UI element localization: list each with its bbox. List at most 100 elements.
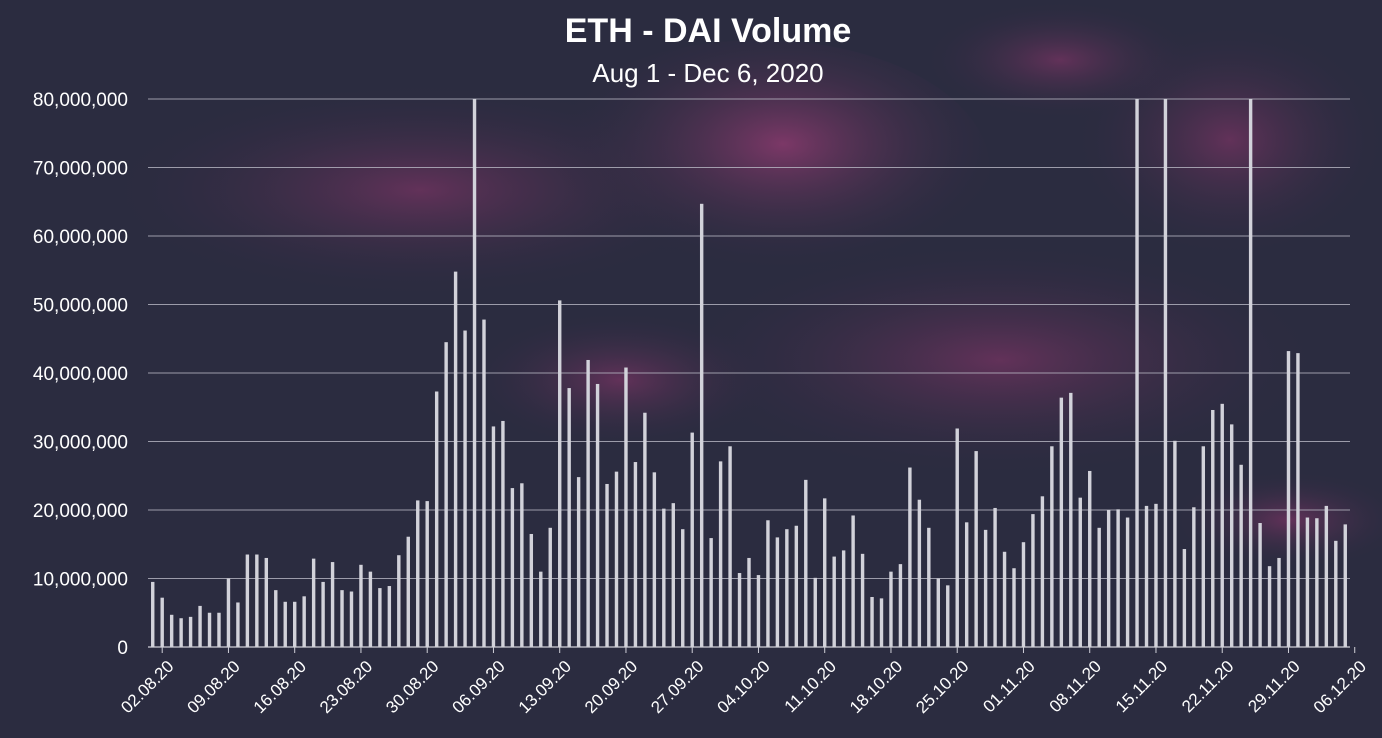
- bar: [841, 550, 846, 647]
- bar: [1296, 353, 1300, 647]
- bar: [747, 557, 751, 647]
- x-tick-label: 25.10.20: [912, 657, 972, 717]
- bar: [1088, 470, 1092, 647]
- bar: [539, 571, 543, 647]
- bar: [226, 578, 231, 647]
- bar: [1002, 551, 1007, 647]
- bar: [1097, 527, 1101, 647]
- bar: [983, 529, 988, 647]
- bar: [1229, 424, 1234, 648]
- y-tick-label: 10,000,000: [33, 570, 128, 591]
- bar: [311, 558, 316, 647]
- bar: [652, 472, 657, 647]
- bar: [737, 573, 742, 647]
- bar: [529, 533, 534, 647]
- y-axis-ticks: 0 10,000,000 20,000,000 30,000,000 40,000,00…: [33, 90, 128, 659]
- bar: [917, 499, 922, 647]
- bar: [444, 342, 448, 647]
- bar: [728, 446, 732, 647]
- bar: [974, 451, 978, 647]
- bar: [804, 479, 808, 647]
- bar: [416, 500, 420, 647]
- bar: [1021, 542, 1026, 647]
- bar: [245, 554, 250, 647]
- bar: [491, 426, 496, 647]
- bar: [198, 605, 202, 647]
- bar: [378, 588, 382, 647]
- chart-title: ETH - DAI Volume: [565, 12, 852, 50]
- bar: [188, 616, 193, 647]
- bar: [283, 601, 287, 647]
- y-tick-label: 0: [117, 638, 128, 659]
- bar: [1201, 446, 1206, 647]
- bar: [889, 571, 893, 647]
- bar: [1315, 518, 1319, 647]
- x-tick-label: 11.10.20: [781, 657, 840, 716]
- bar: [879, 598, 884, 647]
- x-tick-label: 20.09.20: [581, 657, 641, 717]
- gridlines: [148, 98, 1350, 579]
- x-tick-label: 22.11.20: [1178, 657, 1237, 716]
- bar: [397, 555, 401, 647]
- bar: [662, 508, 666, 647]
- bar: [1267, 566, 1272, 647]
- bar: [1305, 517, 1310, 647]
- x-tick-label: 13.09.20: [515, 657, 575, 717]
- bar: [558, 300, 562, 647]
- x-tick-label: 27.09.20: [647, 657, 707, 717]
- bar: [794, 525, 799, 647]
- bar: [860, 553, 865, 647]
- bar: [785, 529, 789, 647]
- bar: [274, 590, 278, 647]
- bar: [946, 585, 950, 647]
- y-tick-label: 60,000,000: [33, 227, 128, 248]
- bar: [756, 575, 761, 647]
- x-tick-label: 02.08.20: [117, 657, 177, 717]
- x-tick-label: 23.08.20: [316, 657, 376, 717]
- x-tick-label: 08.11.20: [1046, 657, 1105, 716]
- bar: [217, 612, 221, 647]
- x-tick-label: 01.11.20: [979, 657, 1038, 716]
- x-tick-label: 16.08.20: [250, 657, 310, 717]
- bar: [1031, 514, 1035, 647]
- bar: [1012, 568, 1016, 647]
- bar: [832, 556, 836, 647]
- x-tick-label: 29.11.20: [1244, 657, 1303, 716]
- x-tick-label: 06.09.20: [449, 657, 509, 717]
- bar: [993, 507, 997, 647]
- bar: [207, 612, 212, 647]
- bar: [1258, 523, 1262, 647]
- bar: [576, 477, 581, 647]
- y-tick-label: 70,000,000: [33, 159, 128, 180]
- y-tick-label: 20,000,000: [33, 501, 128, 522]
- bar: [1059, 397, 1064, 647]
- bar: [236, 602, 240, 647]
- bar: [1343, 524, 1347, 647]
- bar: [349, 591, 354, 647]
- x-tick-label: 09.08.20: [184, 657, 244, 717]
- bar: [1040, 496, 1045, 647]
- bar: [1211, 409, 1215, 647]
- x-tick-label: 15.11.20: [1112, 657, 1171, 716]
- bar: [718, 461, 723, 647]
- y-tick-label: 50,000,000: [33, 296, 128, 317]
- bar: [387, 586, 392, 647]
- bar: [851, 515, 855, 647]
- bar: [1163, 99, 1168, 647]
- bar: [548, 527, 552, 647]
- bar: [302, 596, 306, 647]
- bar: [775, 537, 780, 647]
- bar: [908, 467, 912, 647]
- bar: [595, 383, 600, 647]
- y-tick-label: 80,000,000: [33, 90, 128, 111]
- bar: [151, 581, 155, 647]
- bars: [151, 99, 1347, 648]
- bar: [1135, 99, 1139, 647]
- bar: [614, 471, 619, 647]
- bar: [330, 562, 335, 647]
- bar: [406, 536, 410, 647]
- bar: [927, 527, 931, 647]
- bar: [709, 538, 713, 647]
- bar: [1334, 540, 1338, 647]
